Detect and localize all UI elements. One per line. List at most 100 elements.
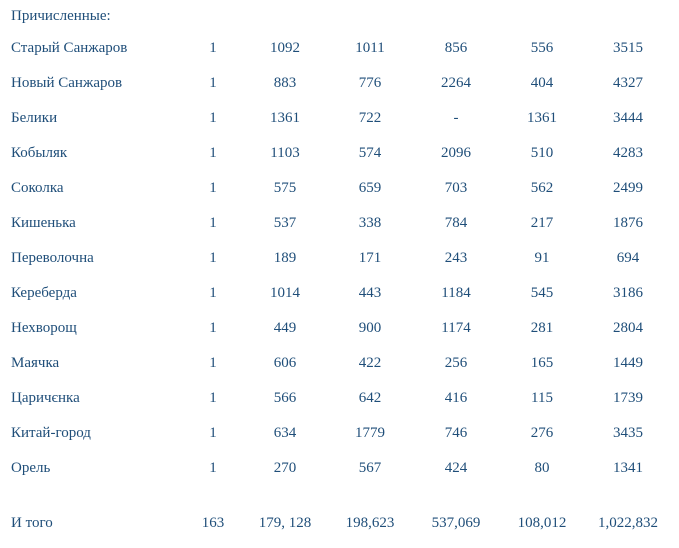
value-cell: 4283 (613, 145, 643, 161)
value-cell: 1092 (270, 40, 300, 56)
value-cell: 537 (273, 215, 297, 231)
value-cell: 1449 (613, 355, 643, 371)
value-cell: 1 (209, 355, 217, 371)
value-cell: 900 (358, 320, 382, 336)
value-cell: 1184 (441, 285, 471, 301)
value-cell: 2499 (613, 180, 643, 196)
value-cell: 115 (531, 390, 553, 406)
value-cell: 1011 (355, 40, 385, 56)
value-cell: 243 (444, 250, 468, 266)
value-cell: 165 (530, 355, 554, 371)
total-value-cell: 108,012 (517, 515, 567, 531)
value-cell: 562 (530, 180, 554, 196)
value-cell: 171 (358, 250, 382, 266)
value-cell: 276 (530, 425, 554, 441)
value-cell: 606 (273, 355, 297, 371)
value-cell: 1 (209, 425, 217, 441)
value-cell: 1 (209, 75, 217, 91)
value-cell: 566 (273, 390, 297, 406)
row-name: Кобыляк (11, 145, 68, 161)
value-cell: 1 (209, 145, 217, 161)
value-cell: 1779 (355, 425, 385, 441)
value-cell: 1 (209, 180, 217, 196)
value-cell: 642 (358, 390, 382, 406)
table-row: Белики 1 1361 722 - 1361 3444 (0, 108, 679, 143)
value-cell: 217 (530, 215, 554, 231)
value-cell: 1 (209, 460, 217, 476)
value-cell: 1174 (441, 320, 471, 336)
value-cell: 80 (534, 460, 550, 476)
value-cell: 1103 (270, 145, 300, 161)
value-cell: 634 (273, 425, 297, 441)
value-cell: 784 (444, 215, 468, 231)
value-cell: 443 (358, 285, 382, 301)
row-name: Нехворощ (11, 320, 77, 336)
value-cell: 545 (530, 285, 554, 301)
table-row: Старый Санжаров 1 1092 1011 856 556 3515 (0, 38, 679, 73)
value-cell: 416 (444, 390, 468, 406)
total-value-cell: 179, 128 (258, 515, 312, 531)
table-row: Кишенька 1 537 338 784 217 1876 (0, 213, 679, 248)
value-cell: 1 (209, 320, 217, 336)
row-name: Орель (11, 460, 51, 476)
value-cell: 1 (209, 285, 217, 301)
row-name: Новый Санжаров (11, 75, 123, 91)
value-cell: 703 (444, 180, 468, 196)
value-cell: 575 (273, 180, 297, 196)
value-cell: 694 (616, 250, 640, 266)
value-cell: 1 (209, 40, 217, 56)
value-cell: 1361 (527, 110, 557, 126)
value-cell: 189 (273, 250, 297, 266)
value-cell: 574 (358, 145, 382, 161)
value-cell: 1739 (613, 390, 643, 406)
row-name: Белики (11, 110, 58, 126)
row-name: Кишенька (11, 215, 76, 231)
value-cell: 856 (444, 40, 468, 56)
table-row: Кобыляк 1 1103 574 2096 510 4283 (0, 143, 679, 178)
table-row: Царичєнка 1 566 642 416 115 1739 (0, 388, 679, 423)
section-heading: Причисленные: (11, 8, 111, 24)
value-cell: 256 (444, 355, 468, 371)
table-row: Маячка 1 606 422 256 165 1449 (0, 353, 679, 388)
total-row: И того 163 179, 128 198,623 537,069 108,… (0, 513, 679, 548)
value-cell: 1361 (270, 110, 300, 126)
value-cell: 1876 (613, 215, 643, 231)
table-row: Переволочна 1 189 171 243 91 694 (0, 248, 679, 283)
table-row: Новый Санжаров 1 883 776 2264 404 4327 (0, 73, 679, 108)
value-cell: 2804 (613, 320, 643, 336)
table-row: Китай-город 1 634 1779 746 276 3435 (0, 423, 679, 458)
row-name: Маячка (11, 355, 60, 371)
value-cell: 1 (209, 215, 217, 231)
value-cell: 281 (530, 320, 554, 336)
value-cell: 1014 (270, 285, 300, 301)
table-row: Нехворощ 1 449 900 1174 281 2804 (0, 318, 679, 353)
row-name: Китай-город (11, 425, 91, 441)
row-name: Переволочна (11, 250, 94, 266)
value-cell: - (453, 110, 459, 126)
value-cell: 270 (273, 460, 297, 476)
value-cell: 422 (358, 355, 382, 371)
value-cell: 2264 (441, 75, 471, 91)
value-cell: 424 (444, 460, 468, 476)
value-cell: 722 (358, 110, 382, 126)
value-cell: 510 (530, 145, 554, 161)
value-cell: 338 (358, 215, 382, 231)
total-value-cell: 163 (201, 515, 225, 531)
value-cell: 567 (358, 460, 382, 476)
value-cell: 1 (209, 250, 217, 266)
value-cell: 883 (273, 75, 297, 91)
value-cell: 3435 (613, 425, 643, 441)
value-cell: 91 (534, 250, 550, 266)
value-cell: 404 (530, 75, 554, 91)
table-row: Орель 1 270 567 424 80 1341 (0, 458, 679, 493)
value-cell: 3444 (613, 110, 643, 126)
value-cell: 3515 (613, 40, 643, 56)
total-label: И того (11, 515, 53, 531)
row-name: Старый Санжаров (11, 40, 128, 56)
table-row: Кереберда 1 1014 443 1184 545 3186 (0, 283, 679, 318)
value-cell: 1 (209, 110, 217, 126)
total-value-cell: 1,022,832 (598, 515, 658, 531)
value-cell: 746 (444, 425, 468, 441)
value-cell: 556 (530, 40, 554, 56)
value-cell: 659 (358, 180, 382, 196)
